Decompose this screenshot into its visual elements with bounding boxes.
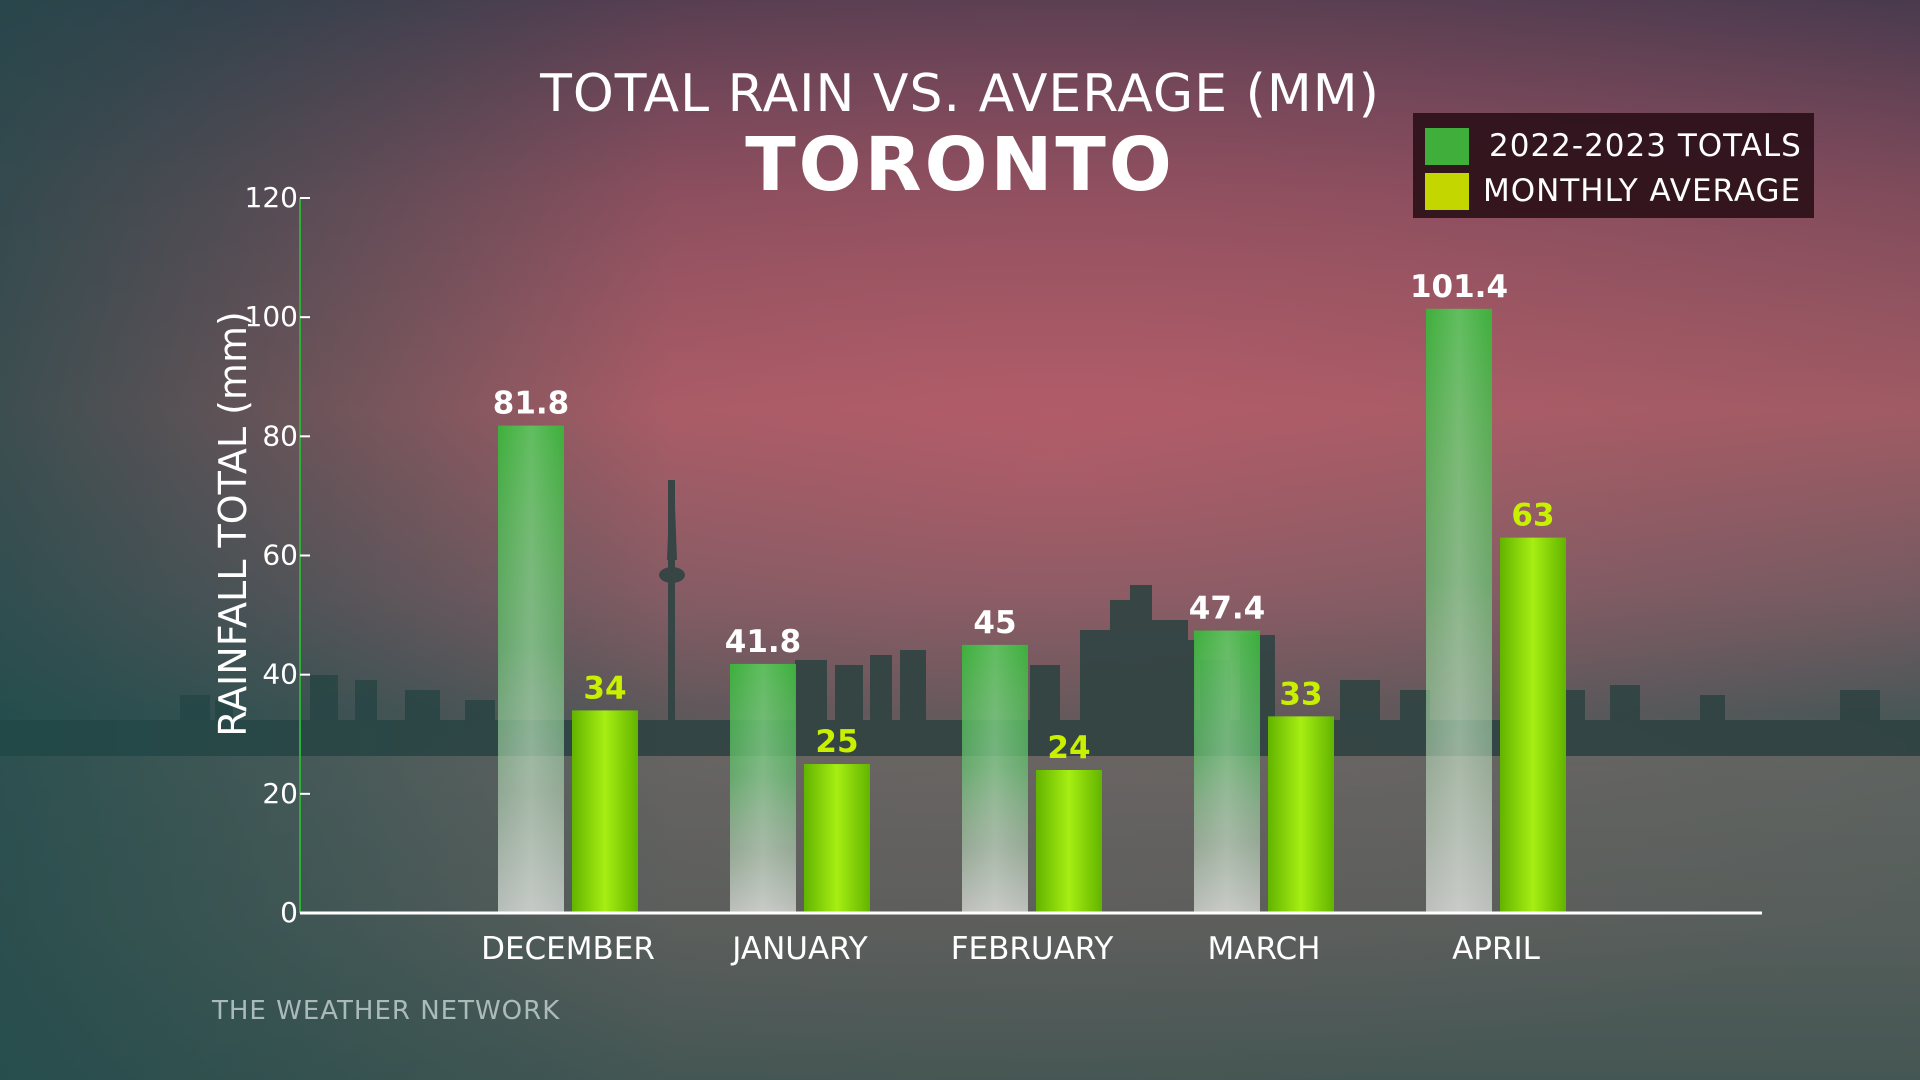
value-label-totals-january: 41.8 (725, 624, 802, 660)
bar-highlight (962, 644, 1028, 913)
value-label-average-february: 24 (1047, 730, 1090, 766)
legend-label-average: MONTHLY AVERAGE (1483, 173, 1802, 209)
bar-highlight (730, 663, 796, 913)
legend-label-totals: 2022-2023 TOTALS (1489, 128, 1802, 164)
legend-swatch-totals (1425, 127, 1469, 165)
y-tick-label: 120 (245, 181, 298, 214)
y-tick-label: 20 (262, 777, 298, 810)
bar-highlight (1194, 630, 1260, 913)
y-tick-label: 40 (262, 658, 298, 691)
value-label-average-january: 25 (815, 724, 858, 760)
x-axis: DECEMBER JANUARY FEBRUARY MARCH APRIL (300, 911, 1762, 967)
y-axis: 0 20 40 60 80 100 120 (245, 181, 310, 929)
y-tick-label: 60 (262, 539, 298, 572)
chart-title: TOTAL RAIN VS. AVERAGE (MM) (540, 64, 1380, 124)
bar-highlight (498, 425, 564, 913)
bars (498, 308, 1566, 913)
value-labels: 81.8 34 41.8 25 45 24 47.4 33 101.4 63 (493, 269, 1555, 766)
y-axis-title: RAINFALL TOTAL (mm) (211, 311, 255, 737)
bar-average-april (1500, 537, 1566, 913)
x-tick-label-april: APRIL (1452, 931, 1541, 967)
value-label-totals-december: 81.8 (493, 386, 570, 422)
legend: 2022-2023 TOTALS MONTHLY AVERAGE (1413, 113, 1814, 218)
x-tick-label-december: DECEMBER (481, 931, 655, 967)
legend-swatch-average (1425, 172, 1469, 210)
value-label-totals-march: 47.4 (1189, 591, 1266, 627)
bar-average-december (572, 710, 638, 913)
x-tick-label-january: JANUARY (730, 931, 867, 967)
x-tick-label-february: FEBRUARY (951, 931, 1114, 967)
bar-average-january (804, 764, 870, 913)
x-tick-label-march: MARCH (1208, 931, 1321, 967)
y-tick-label: 80 (262, 419, 298, 452)
bar-average-march (1268, 716, 1334, 913)
value-label-average-march: 33 (1279, 676, 1322, 712)
legend-item-totals: 2022-2023 TOTALS (1425, 126, 1802, 166)
value-label-average-april: 63 (1511, 498, 1554, 534)
value-label-totals-april: 101.4 (1410, 269, 1508, 305)
bar-highlight (1426, 308, 1492, 913)
chart-subtitle-city: TORONTO (745, 122, 1175, 208)
y-tick-label: 0 (280, 896, 298, 929)
value-label-totals-february: 45 (973, 605, 1016, 641)
value-label-average-december: 34 (583, 670, 626, 706)
legend-item-average: MONTHLY AVERAGE (1425, 171, 1801, 211)
y-tick-label: 100 (245, 300, 298, 333)
watermark-the-weather-network: THE WEATHER NETWORK (212, 996, 561, 1026)
bar-average-february (1036, 770, 1102, 913)
